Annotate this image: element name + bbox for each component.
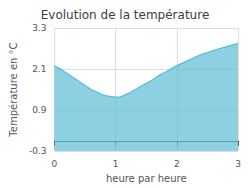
svg-text:Température en °C: Température en °C (8, 42, 19, 137)
svg-text:3: 3 (235, 159, 241, 169)
svg-text:-0.3: -0.3 (29, 146, 47, 156)
svg-text:heure par heure: heure par heure (106, 173, 187, 184)
svg-text:2.1: 2.1 (32, 64, 46, 74)
svg-text:3.3: 3.3 (32, 23, 46, 33)
svg-text:2: 2 (174, 159, 180, 169)
svg-text:0.9: 0.9 (32, 105, 47, 115)
svg-text:0: 0 (52, 159, 58, 169)
svg-text:1: 1 (113, 159, 119, 169)
svg-text:Evolution de la température: Evolution de la température (41, 8, 210, 22)
